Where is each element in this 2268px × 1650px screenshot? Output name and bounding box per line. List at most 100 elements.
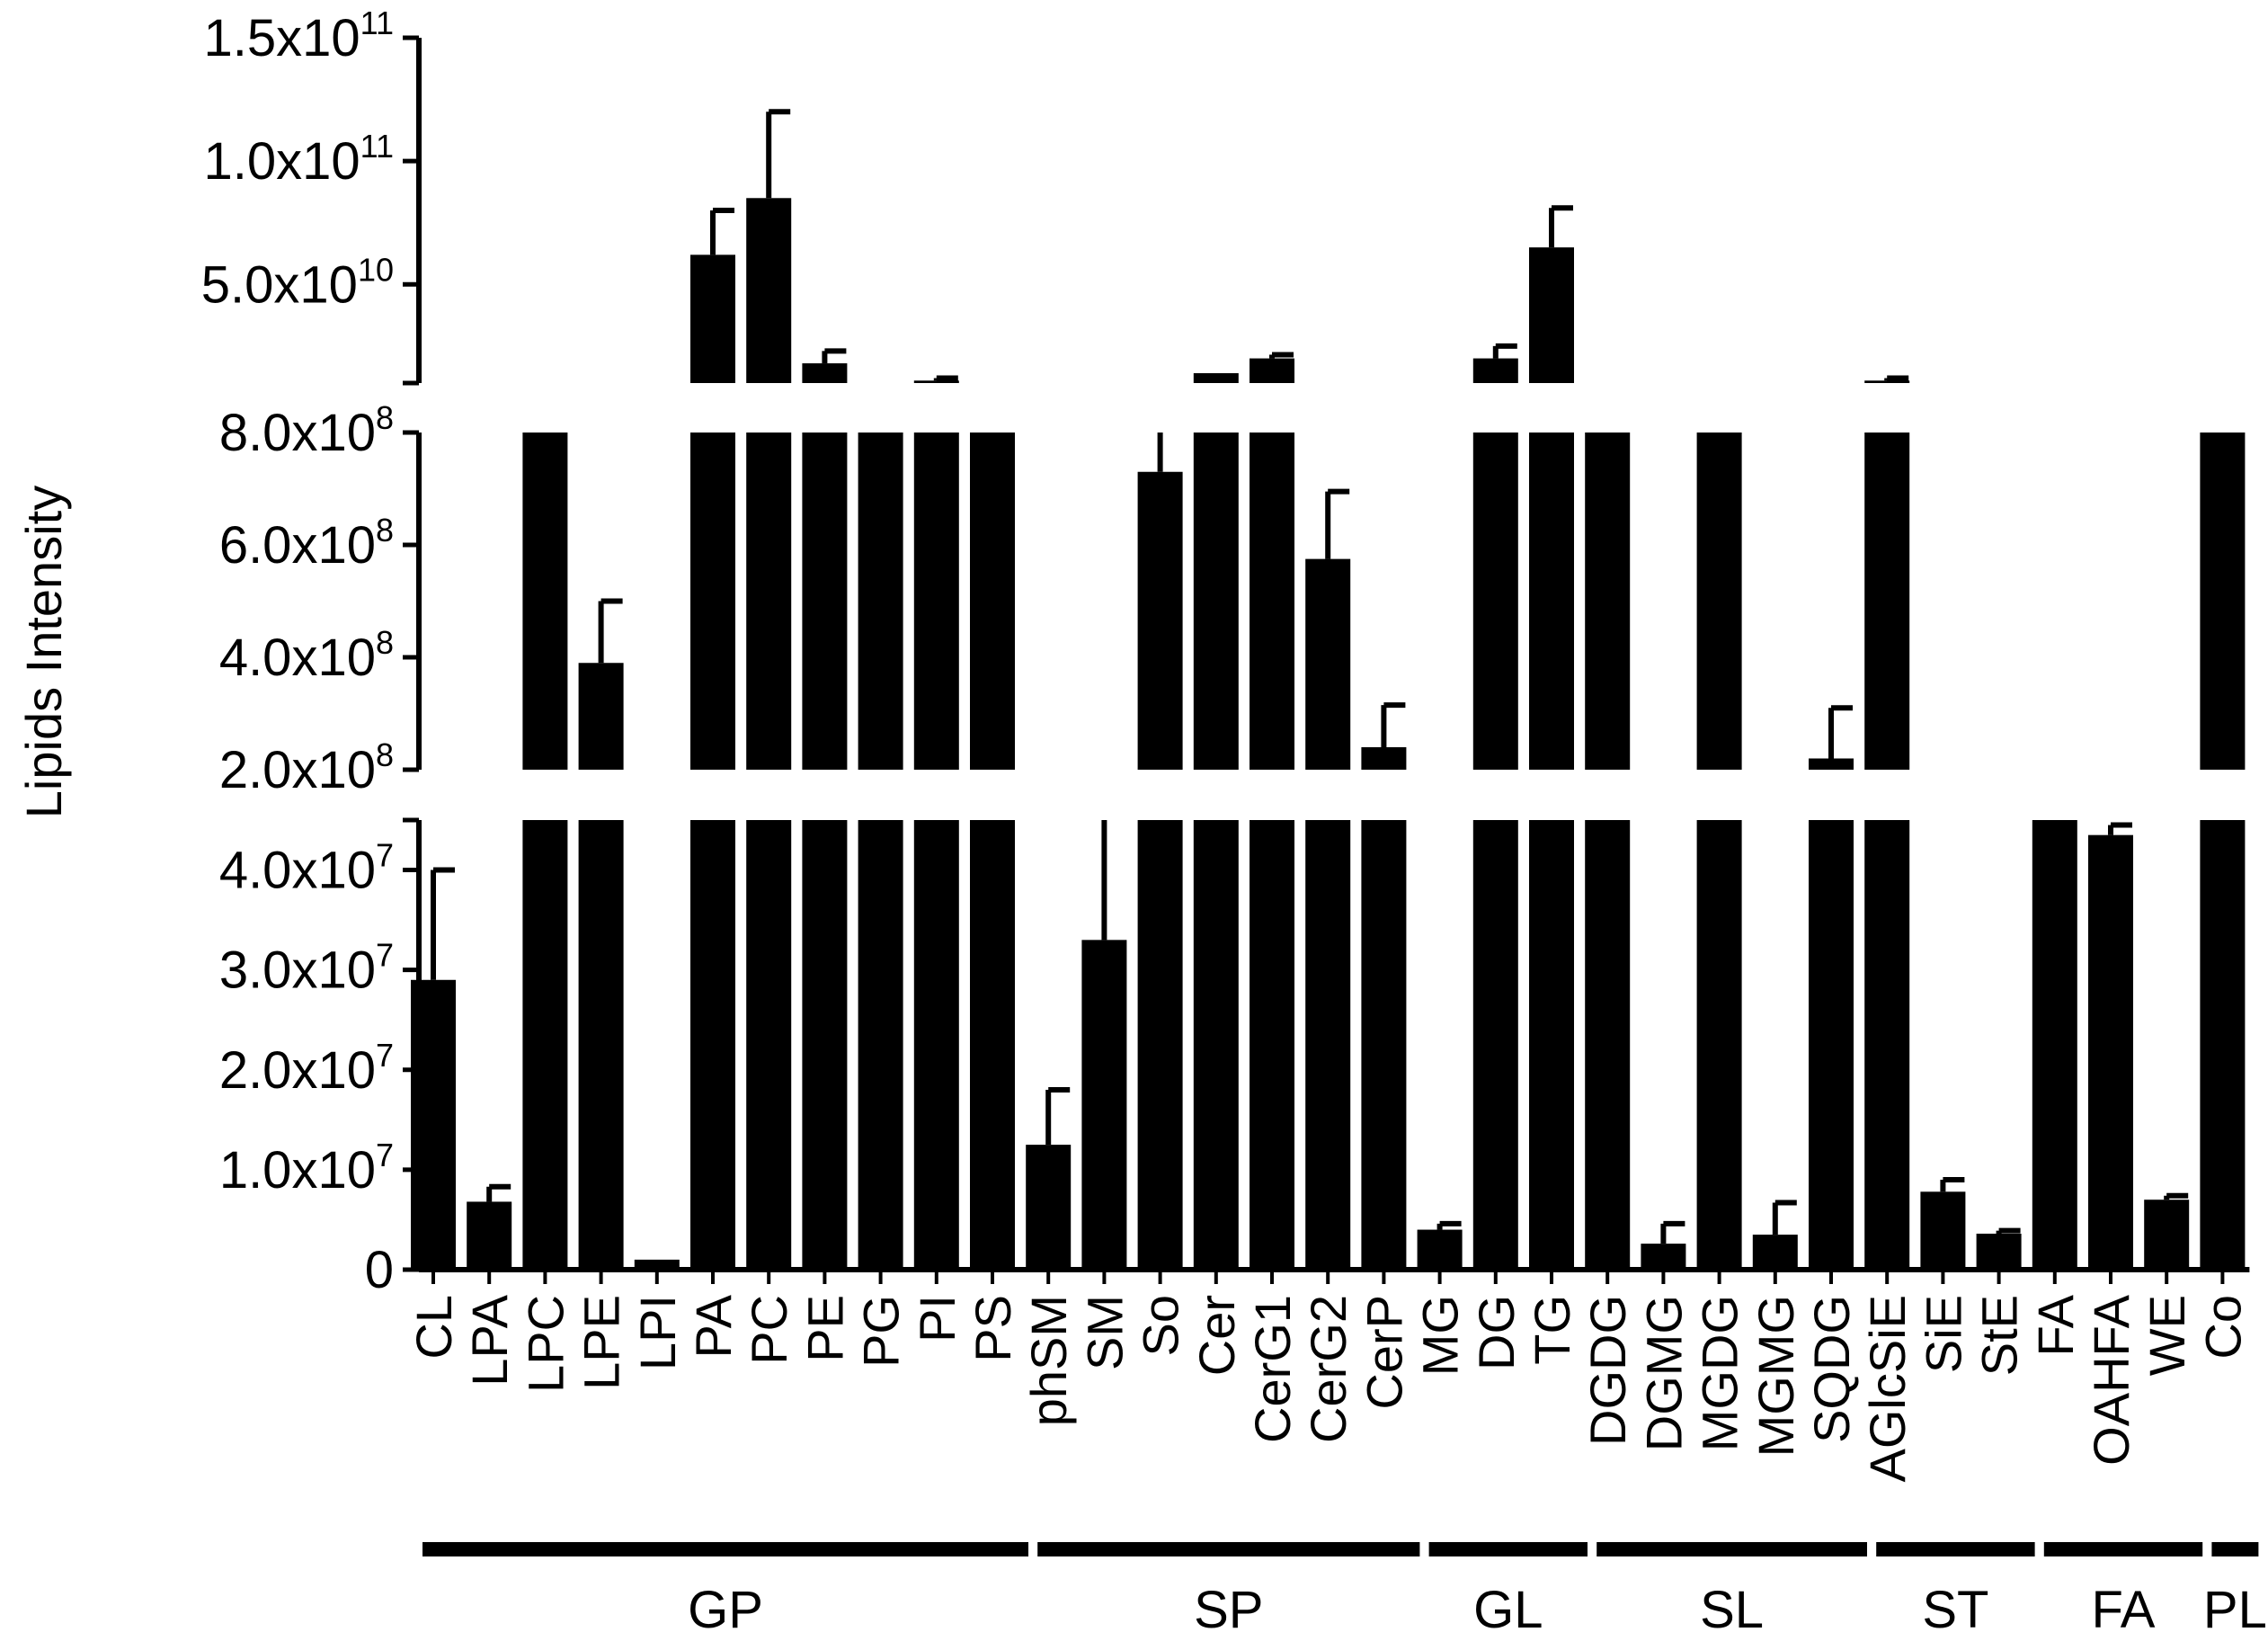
bar-MGMG <box>1752 1235 1798 1270</box>
bar-CerG2 <box>1305 820 1351 1270</box>
y-axis-label: Lipids Intensity <box>15 486 72 818</box>
bar-MG <box>1417 1229 1463 1270</box>
y-tick-label: 2.0x108 <box>219 736 394 799</box>
y-tick-label: 6.0x108 <box>219 512 394 575</box>
x-tick-label-PE: PE <box>796 1295 853 1362</box>
bar-PA <box>690 254 735 383</box>
x-tick-label-SM: SM <box>1076 1295 1133 1370</box>
bar-LPC <box>522 820 568 1270</box>
x-tick-label-MGMG: MGMG <box>1748 1295 1804 1457</box>
bar-LPI <box>634 1259 680 1270</box>
y-tick-label: 8.0x108 <box>219 399 394 462</box>
bar-LPE <box>578 820 624 1270</box>
bar-CerP <box>1361 820 1407 1270</box>
bar-DGDG <box>1585 433 1631 770</box>
y-axis: 0 1.0x107 2.0x107 3.0x107 4.0x107 2.0x108 4.0x… <box>201 4 422 1299</box>
x-tick-label-PA: PA <box>685 1294 742 1358</box>
bar-DG <box>1472 820 1518 1270</box>
x-tick-label-phSM: phSM <box>1020 1295 1077 1426</box>
x-tick-label-FA: FA <box>2027 1294 2084 1356</box>
bar-PC <box>746 820 792 1270</box>
bar-PE <box>802 363 848 383</box>
y-tick-label: 3.0x107 <box>219 937 394 1000</box>
bar-SM <box>1081 940 1127 1270</box>
bar-LPA <box>467 1201 512 1270</box>
bar-So <box>1137 471 1183 770</box>
bar-PA <box>690 433 735 770</box>
x-tick-label-SQDG: SQDG <box>1803 1295 1860 1443</box>
bar-PG <box>858 820 903 1270</box>
y-tick-label: 0 <box>365 1241 394 1299</box>
bar-PE <box>802 820 848 1270</box>
group-label-PL: PL <box>2203 1581 2267 1639</box>
bar-TG <box>1529 433 1574 770</box>
group-label-FA: FA <box>2092 1581 2156 1639</box>
bar-CerG1 <box>1250 358 1294 383</box>
bar-FA <box>2032 820 2077 1270</box>
y-tick-label: 1.0x107 <box>219 1137 394 1200</box>
x-tick-label-MG: MG <box>1412 1295 1469 1376</box>
bar-Cer <box>1193 373 1239 383</box>
group-bracket-PL <box>2211 1542 2259 1556</box>
bar-TG <box>1529 247 1574 383</box>
bar-AGlcSiE <box>1864 380 1910 383</box>
group-bracket-GL <box>1428 1542 1588 1556</box>
bar-PC <box>746 198 792 383</box>
bar-So <box>1137 820 1183 1270</box>
bar-PI <box>913 820 959 1270</box>
x-tick-label-DG: DG <box>1468 1295 1525 1370</box>
x-tick-label-TG: TG <box>1524 1295 1580 1365</box>
y-tick-label: 2.0x107 <box>219 1037 394 1100</box>
groups: GP SP GL SL ST FA PL <box>422 1542 2267 1639</box>
x-tick-label-OAHFA: OAHFA <box>2083 1294 2139 1465</box>
bar-WE <box>2144 1200 2190 1270</box>
bar-PE <box>802 433 848 770</box>
bar-DG <box>1472 358 1518 383</box>
bar-CerG1 <box>1250 820 1294 1270</box>
group-label-SL: SL <box>1700 1581 1764 1639</box>
group-label-GP: GP <box>688 1581 763 1639</box>
bar-Cer <box>1193 433 1239 770</box>
bar-PA <box>690 820 735 1270</box>
bar-DGMG <box>1641 1244 1686 1270</box>
y-tick-label: 5.0x1010 <box>201 251 394 314</box>
bar-DGDG <box>1585 820 1631 1270</box>
bar-phSM <box>1026 1145 1072 1270</box>
x-tick-label-LPA: LPA <box>461 1294 518 1386</box>
bar-AGlcSiE <box>1864 433 1910 770</box>
y-tick-label: 1.0x1011 <box>203 128 394 191</box>
y-tick-label: 4.0x107 <box>219 837 394 900</box>
group-bracket-GP <box>422 1542 1028 1556</box>
bar-LPC <box>522 433 568 770</box>
x-tick-label-PI: PI <box>909 1295 965 1342</box>
bar-LPE <box>578 663 624 770</box>
bars: CL LPA LPC LPE LPI PA PC PE PG PI PS phSM SM So Cer Cer… <box>405 109 2251 1483</box>
bar-SQDG <box>1809 758 1854 770</box>
x-tick-label-StE: StE <box>1971 1295 2028 1376</box>
group-label-SP: SP <box>1194 1581 1263 1639</box>
x-tick-label-PS: PS <box>965 1295 1021 1362</box>
x-tick-label-MGDG: MGDG <box>1692 1295 1748 1451</box>
bar-StE <box>1976 1234 2022 1270</box>
bar-Cer <box>1193 820 1239 1270</box>
bar-PG <box>858 433 903 770</box>
x-tick-label-DGMG: DGMG <box>1635 1295 1692 1451</box>
bar-TG <box>1529 820 1574 1270</box>
bar-AGlcSiE <box>1864 820 1910 1270</box>
group-bracket-FA <box>2043 1542 2203 1556</box>
group-label-ST: ST <box>1922 1581 1988 1639</box>
x-tick-label-CL: CL <box>405 1295 462 1360</box>
x-tick-label-AGlcSiE: AGlcSiE <box>1859 1295 1916 1483</box>
x-tick-label-CerP: CerP <box>1356 1295 1412 1410</box>
x-tick-label-Cer: Cer <box>1188 1295 1245 1376</box>
bar-CL <box>411 979 456 1270</box>
bar-Co <box>2200 820 2246 1270</box>
bar-SiE <box>1920 1191 1966 1270</box>
bar-PC <box>746 433 792 770</box>
group-bracket-ST <box>1876 1542 2035 1556</box>
bar-PS <box>970 433 1015 770</box>
x-tick-label-Co: Co <box>2194 1295 2251 1360</box>
x-tick-label-CerG2: CerG2 <box>1300 1295 1356 1443</box>
x-tick-label-LPC: LPC <box>517 1295 574 1393</box>
